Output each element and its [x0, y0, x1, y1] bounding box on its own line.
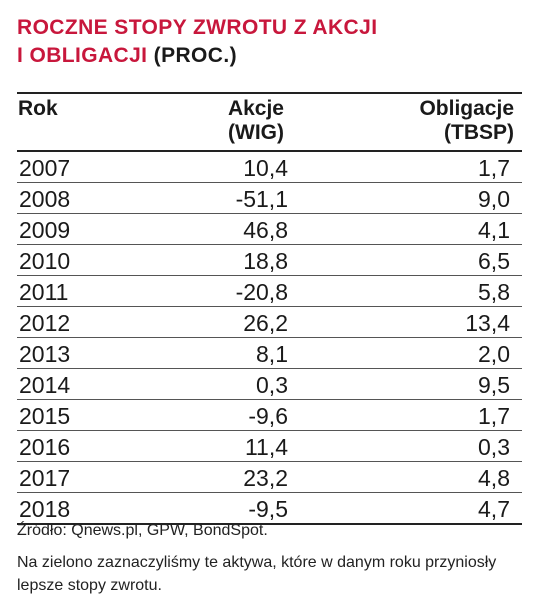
cell-obligacje: 9,0 — [478, 186, 510, 212]
cell-rok: 2010 — [19, 248, 71, 274]
table-row: 2010 18,8 6,5 — [17, 245, 522, 276]
cell-akcje: 0,3 — [256, 372, 288, 398]
cell-obligacje: 1,7 — [478, 403, 510, 429]
cell-akcje: 8,1 — [256, 341, 288, 367]
cell-rok: 2016 — [19, 434, 71, 460]
header-akcje-line2: (WIG) — [228, 121, 284, 144]
cell-akcje: -51,1 — [235, 186, 288, 212]
cell-obligacje: 0,3 — [478, 434, 510, 460]
cell-akcje: -20,8 — [235, 279, 288, 305]
cell-obligacje: 5,8 — [478, 279, 510, 305]
title-line-1: ROCZNE STOPY ZWROTU Z AKCJI — [17, 16, 378, 39]
cell-rok: 2011 — [19, 279, 69, 305]
table-row: 2008 -51,1 9,0 — [17, 183, 522, 214]
table-body: 2007 10,4 1,7 2008 -51,1 9,0 2009 46,8 4… — [17, 152, 522, 525]
cell-akcje: 10,4 — [243, 155, 288, 181]
table-row: 2013 8,1 2,0 — [17, 338, 522, 369]
cell-rok: 2007 — [19, 155, 71, 181]
cell-akcje: -9,5 — [248, 496, 288, 522]
cell-obligacje: 1,7 — [478, 155, 510, 181]
table-row: 2018 -9,5 4,7 — [17, 493, 522, 525]
header-obligacje-line1: Obligacje — [419, 97, 514, 120]
table-row: 2015 -9,6 1,7 — [17, 400, 522, 431]
cell-obligacje: 4,7 — [478, 496, 510, 522]
cell-rok: 2018 — [19, 496, 71, 522]
cell-obligacje: 4,8 — [478, 465, 510, 491]
footnote: Na zielono zaznaczyliśmy te aktywa, któr… — [17, 554, 497, 594]
table-row: 2007 10,4 1,7 — [17, 152, 522, 183]
cell-obligacje: 6,5 — [478, 248, 510, 274]
cell-rok: 2014 — [19, 372, 71, 398]
cell-rok: 2008 — [19, 186, 71, 212]
title-unit: (PROC.) — [153, 44, 237, 67]
cell-rok: 2013 — [19, 341, 71, 367]
table-row: 2017 23,2 4,8 — [17, 462, 522, 493]
cell-akcje: 46,8 — [243, 217, 288, 243]
title-line-2: I OBLIGACJI — [17, 44, 148, 67]
table-row: 2016 11,4 0,3 — [17, 431, 522, 462]
table-row: 2014 0,3 9,5 — [17, 369, 522, 400]
cell-akcje: -9,6 — [248, 403, 288, 429]
cell-rok: 2017 — [19, 465, 71, 491]
table-row: 2011 -20,8 5,8 — [17, 276, 522, 307]
cell-akcje: 26,2 — [243, 310, 288, 336]
header-akcje: Akcje (WIG) — [228, 97, 284, 145]
table-header: Rok Akcje (WIG) Obligacje (TBSP) — [17, 92, 522, 152]
table-row: 2012 26,2 13,4 — [17, 307, 522, 338]
source-note: Źródło: Qnews.pl, GPW, BondSpot. — [17, 522, 268, 539]
cell-akcje: 23,2 — [243, 465, 288, 491]
header-obligacje: Obligacje (TBSP) — [419, 97, 514, 145]
cell-obligacje: 9,5 — [478, 372, 510, 398]
cell-rok: 2015 — [19, 403, 71, 429]
cell-akcje: 11,4 — [244, 434, 288, 460]
header-rok: Rok — [18, 97, 58, 120]
cell-obligacje: 4,1 — [478, 217, 510, 243]
header-obligacje-line2: (TBSP) — [444, 121, 514, 144]
cell-obligacje: 13,4 — [465, 310, 510, 336]
cell-akcje: 18,8 — [243, 248, 288, 274]
cell-obligacje: 2,0 — [478, 341, 510, 367]
header-akcje-line1: Akcje — [227, 97, 284, 120]
table-title: ROCZNE STOPY ZWROTU Z AKCJI I OBLIGACJI … — [17, 14, 522, 70]
table-row: 2009 46,8 4,1 — [17, 214, 522, 245]
cell-rok: 2012 — [19, 310, 71, 336]
cell-rok: 2009 — [19, 217, 71, 243]
